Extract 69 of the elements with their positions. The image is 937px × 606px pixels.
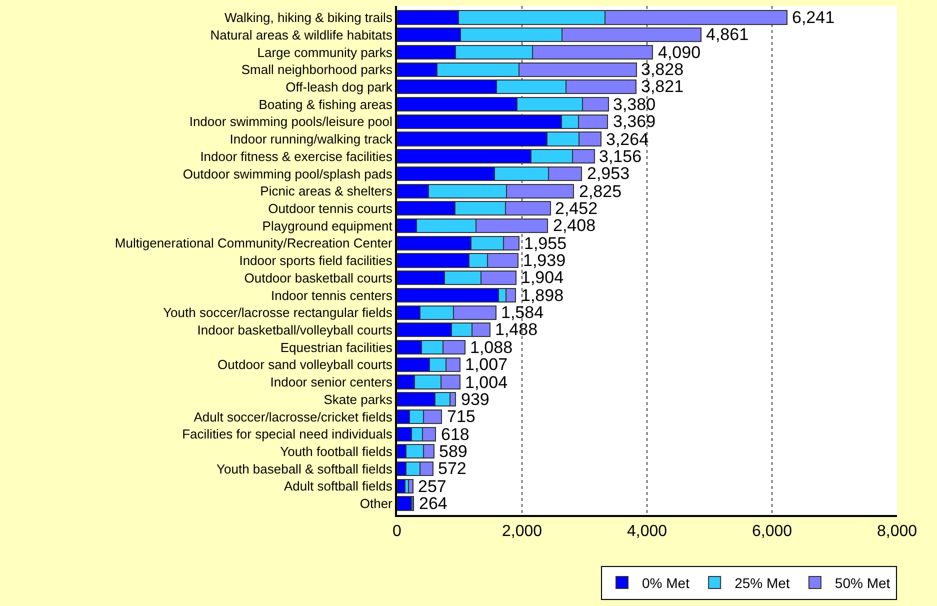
y-tick-label: Equestrian facilities [280,340,393,355]
y-tick-label: Youth football fields [280,444,393,459]
total-label: 3,369 [613,112,656,131]
y-tick-label: Off-leash dog park [286,79,393,94]
y-tick-label: Adult soccer/lacrosse/cricket fields [194,409,393,424]
x-tick-label: 0 [392,523,402,540]
total-label: 1,955 [524,234,567,253]
legend-label: 25% Met [734,574,790,591]
y-tick-label: Outdoor tennis courts [268,200,393,216]
total-label: 572 [438,459,466,478]
y-tick-label: Natural areas & wildlife habitats [210,27,393,42]
total-label: 939 [461,390,490,409]
x-tick-label: 2,000 [502,523,542,540]
total-label: 2,452 [555,199,598,218]
x-tick-label: 6,000 [752,523,792,540]
total-label: 1,904 [521,268,564,287]
y-tick-label: Indoor sports field facilities [239,253,393,268]
y-tick-label: Boating & fishing areas [258,96,393,112]
total-label: 1,088 [470,338,513,357]
x-tick-label: 8,000 [876,523,918,540]
total-label: 2,953 [587,164,630,183]
total-label: 589 [439,442,468,461]
total-label: 3,264 [606,130,649,149]
y-tick-label: Indoor senior centers [270,374,393,390]
y-tick-label: Indoor fitness & exercise facilities [200,148,393,164]
total-label: 6,241 [792,8,835,27]
total-label: 1,939 [523,251,566,270]
y-tick-label: Facilities for special need individuals [182,426,393,442]
y-tick-label: Walking, hiking & biking trails [224,10,393,26]
total-label: 3,821 [641,77,684,96]
y-tick-label: Skate parks [324,392,393,407]
y-tick-label: Adult softball fields [284,478,393,494]
total-label: 4,861 [706,25,749,44]
y-tick-label: Other [360,496,394,512]
total-label: 257 [418,477,446,496]
y-tick-label: Indoor running/walking track [230,132,393,147]
total-label: 1,488 [495,320,538,339]
bar [397,478,406,494]
x-tick-label: 4,000 [626,523,668,540]
y-tick-label: Outdoor sand volleyball courts [218,357,393,372]
total-label: 1,584 [501,303,544,322]
total-label: 1,898 [521,286,564,305]
y-tick-label: Picnic areas & shelters [260,184,393,199]
total-label: 3,828 [641,60,684,79]
y-tick-label: Playground equipment [262,218,393,234]
total-label: 1,007 [465,355,508,374]
legend-label: 50% Met [834,574,890,591]
y-tick-label: Indoor tennis centers [270,288,393,303]
y-tick-label: Indoor basketball/volleyball courts [197,322,393,338]
total-label: 2,825 [579,182,622,201]
total-label: 4,090 [658,43,701,62]
y-tick-label: Multigenerational Community/Recreation Center [114,236,394,251]
y-tick-label: Youth baseball & softball fields [216,461,393,476]
total-label: 264 [419,494,448,513]
y-tick-label: Small neighborhood parks [241,62,393,78]
bar [408,478,414,494]
total-label: 3,156 [599,147,642,166]
y-tick-label: Outdoor swimming pool/splash pads [182,166,393,182]
total-label: 1,004 [465,373,508,392]
y-tick-label: Large community parks [257,44,393,60]
y-tick-label: Indoor swimming pools/leisure pool [189,114,393,130]
y-tick-label: Youth soccer/lacrosse rectangular fields [163,305,393,320]
y-tick-label: Outdoor basketball courts [244,270,393,286]
total-label: 3,380 [613,95,656,114]
total-label: 618 [441,425,470,444]
total-label: 2,408 [553,216,596,235]
total-label: 715 [447,407,476,426]
bar [397,496,412,511]
legend-label: 0% Met [642,574,690,591]
